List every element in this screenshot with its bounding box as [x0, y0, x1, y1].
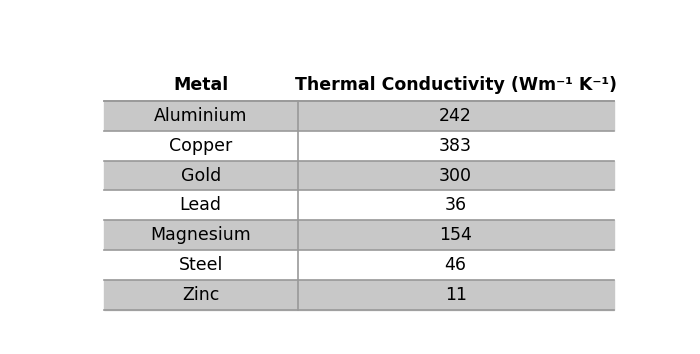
Bar — [104, 131, 614, 161]
Text: 154: 154 — [439, 226, 472, 244]
Text: 383: 383 — [439, 137, 472, 155]
Text: Gold: Gold — [181, 167, 220, 184]
Text: Copper: Copper — [169, 137, 232, 155]
Bar — [104, 280, 614, 310]
Bar — [104, 220, 614, 250]
Text: 36: 36 — [444, 196, 467, 214]
Text: Aluminium: Aluminium — [154, 107, 247, 125]
Text: Steel: Steel — [178, 256, 223, 274]
Bar — [104, 250, 614, 280]
Text: Metal: Metal — [173, 76, 228, 95]
Text: 46: 46 — [444, 256, 467, 274]
Text: 11: 11 — [444, 286, 467, 304]
Text: 300: 300 — [439, 167, 472, 184]
Bar — [104, 190, 614, 220]
Bar — [104, 101, 614, 131]
Text: Magnesium: Magnesium — [150, 226, 251, 244]
Text: Thermal Conductivity (Wm⁻¹ K⁻¹): Thermal Conductivity (Wm⁻¹ K⁻¹) — [295, 76, 617, 95]
Text: 242: 242 — [439, 107, 472, 125]
Bar — [104, 161, 614, 190]
Text: Zinc: Zinc — [182, 286, 219, 304]
Bar — [104, 70, 614, 101]
Text: Lead: Lead — [180, 196, 222, 214]
